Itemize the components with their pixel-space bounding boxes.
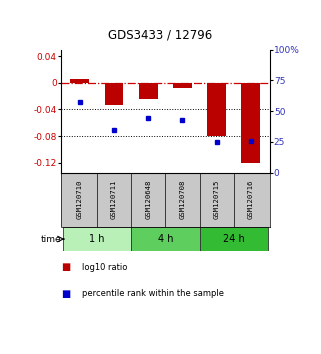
Text: GSM120716: GSM120716 xyxy=(248,180,254,219)
Bar xyxy=(139,83,158,99)
Text: log10 ratio: log10 ratio xyxy=(82,263,127,272)
Bar xyxy=(241,83,260,162)
Bar xyxy=(200,227,268,251)
Text: GSM120711: GSM120711 xyxy=(111,180,117,219)
Bar xyxy=(131,227,200,251)
Bar xyxy=(70,80,89,83)
Bar xyxy=(173,83,192,88)
Text: 4 h: 4 h xyxy=(158,234,173,244)
Text: percentile rank within the sample: percentile rank within the sample xyxy=(82,289,224,298)
Text: time: time xyxy=(41,235,61,244)
Text: 24 h: 24 h xyxy=(223,234,245,244)
Text: GSM120710: GSM120710 xyxy=(77,180,83,219)
Bar xyxy=(63,227,131,251)
Text: ■: ■ xyxy=(61,289,70,299)
Bar xyxy=(207,83,226,136)
Text: GSM120715: GSM120715 xyxy=(213,180,220,219)
Text: GSM120648: GSM120648 xyxy=(145,180,151,219)
Text: GSM120708: GSM120708 xyxy=(179,180,186,219)
Text: 1 h: 1 h xyxy=(89,234,105,244)
Text: ■: ■ xyxy=(61,262,70,272)
Bar xyxy=(105,83,123,105)
Text: GDS3433 / 12796: GDS3433 / 12796 xyxy=(108,29,213,42)
